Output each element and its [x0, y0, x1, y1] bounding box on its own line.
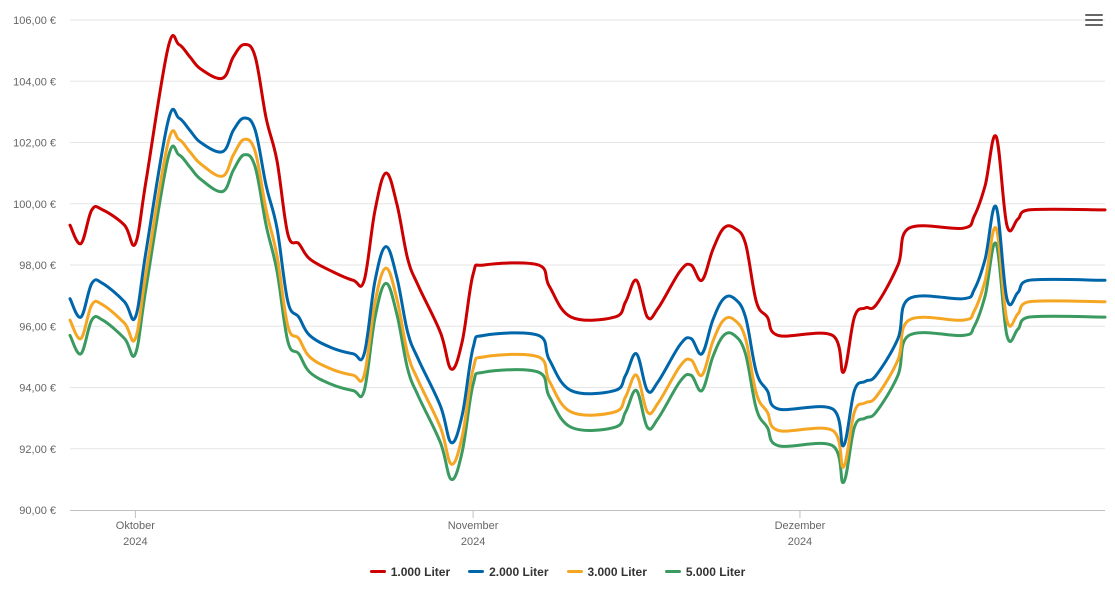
x-tick-year-label: 2024: [461, 536, 485, 548]
series-line-5-000-liter[interactable]: [68, 144, 1107, 484]
legend-item[interactable]: 1.000 Liter: [369, 564, 451, 579]
chart-menu-button[interactable]: [1085, 14, 1103, 28]
y-tick-label: 102,00 €: [13, 138, 56, 150]
y-tick-label: 94,00 €: [19, 383, 56, 395]
x-tick-label: November: [448, 520, 499, 532]
series-line-3-000-liter[interactable]: [68, 129, 1107, 469]
legend-swatch: [369, 570, 386, 574]
x-axis-ticks: Oktober 2024 November 2024 Dezember 2024: [116, 510, 826, 548]
hamburger-menu-icon: [1085, 14, 1103, 16]
legend-label: 1.000 Liter: [390, 564, 451, 579]
legend-item[interactable]: 2.000 Liter: [468, 564, 549, 579]
legend-item[interactable]: 5.000 Liter: [664, 564, 746, 579]
y-tick-label: 106,00 €: [13, 15, 56, 27]
legend-item[interactable]: 3.000 Liter: [566, 564, 647, 579]
x-tick-year-label: 2024: [123, 536, 147, 548]
x-tick-label: Dezember: [775, 520, 826, 532]
legend-swatch: [664, 570, 681, 574]
legend-swatch: [566, 570, 583, 574]
legend-label: 2.000 Liter: [489, 564, 549, 579]
chart-legend: 1.000 Liter 2.000 Liter 3.000 Liter 5.000 L…: [0, 564, 1115, 579]
y-tick-label: 90,00 €: [19, 505, 56, 517]
series-line-2-000-liter[interactable]: [68, 107, 1107, 448]
x-tick-year-label: 2024: [788, 536, 812, 548]
y-tick-label: 96,00 €: [19, 321, 56, 333]
y-axis-ticks: 90,00 € 92,00 € 94,00 € 96,00 € 98,00 € 100,0…: [13, 15, 56, 517]
legend-label: 5.000 Liter: [685, 564, 746, 579]
series-line-1-000-liter[interactable]: [68, 33, 1107, 374]
gridlines: [70, 19, 1105, 511]
legend-swatch: [468, 570, 485, 574]
y-tick-label: 98,00 €: [19, 260, 56, 272]
series-lines: [68, 33, 1107, 484]
y-tick-label: 100,00 €: [13, 199, 56, 211]
y-tick-label: 92,00 €: [19, 444, 56, 456]
y-tick-label: 104,00 €: [13, 76, 56, 88]
x-tick-label: Oktober: [116, 520, 155, 532]
legend-label: 3.000 Liter: [587, 564, 647, 579]
